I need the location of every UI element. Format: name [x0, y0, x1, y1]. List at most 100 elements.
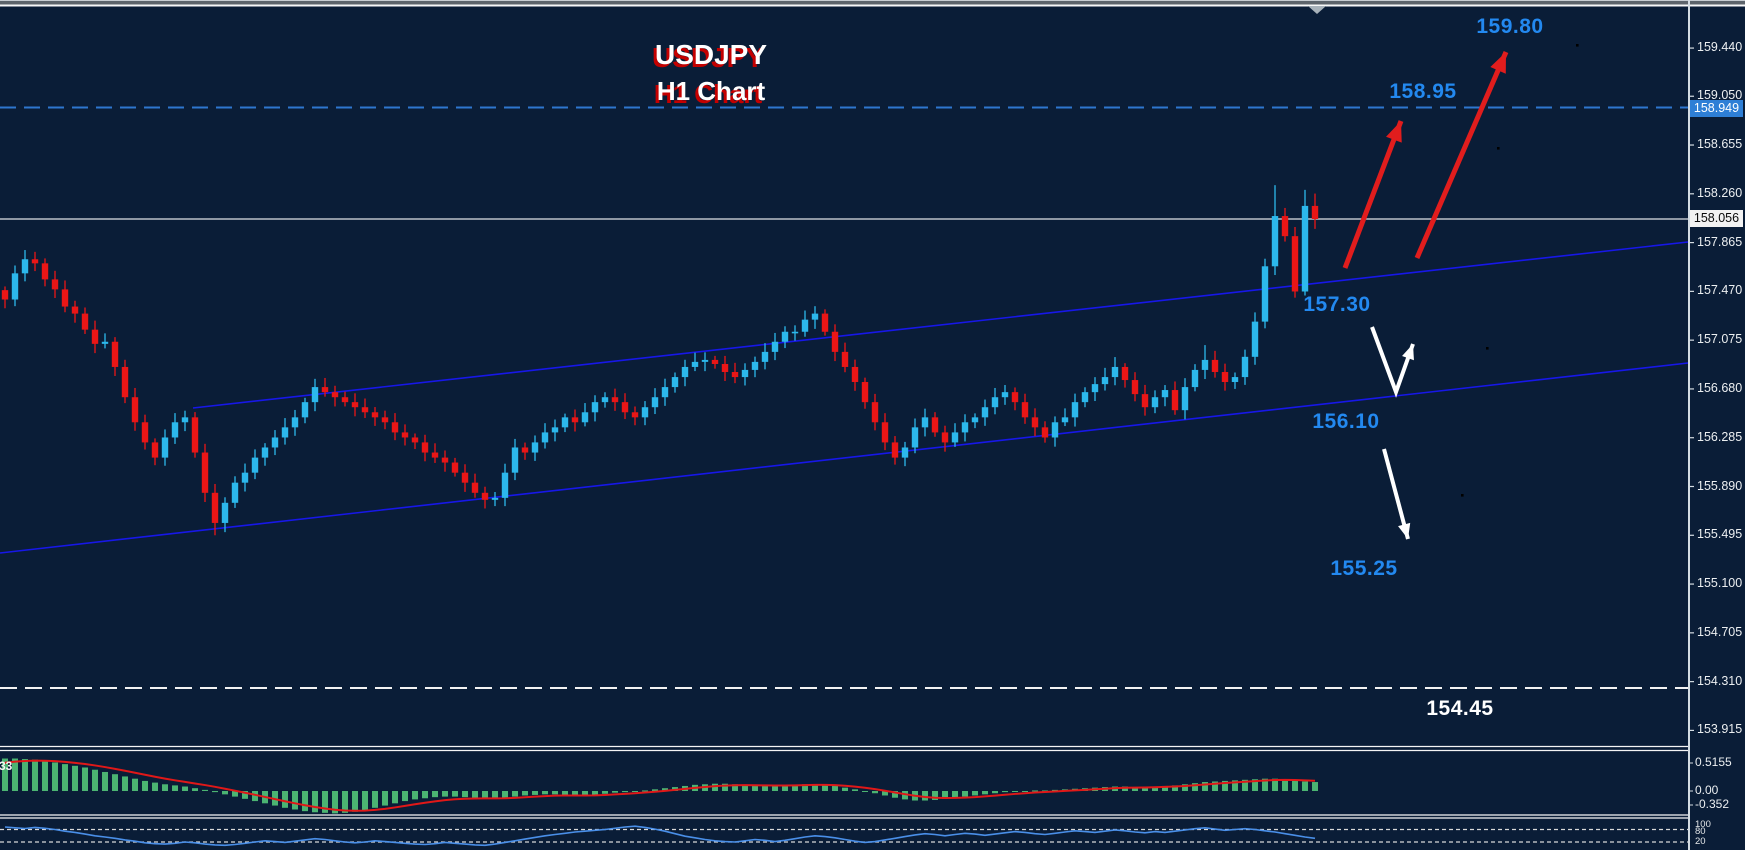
macd-bar	[992, 791, 998, 794]
price-tick-label: 157.470	[1697, 283, 1743, 298]
candle-body	[151, 442, 159, 458]
macd-bar	[572, 791, 578, 796]
candle-body	[1281, 216, 1289, 237]
macd-bar	[1212, 781, 1218, 791]
macd-bar	[142, 780, 148, 791]
macd-bar	[182, 786, 188, 791]
macd-bar	[1282, 779, 1288, 791]
macd-bar	[832, 785, 838, 791]
level-label-target-up[interactable]: 159.80	[1476, 15, 1544, 38]
candle-body	[371, 412, 379, 418]
price-badge-alert-line: 158.949	[1690, 99, 1743, 117]
macd-bar	[922, 791, 928, 801]
level-label-channel-top[interactable]: 157.30	[1303, 293, 1371, 316]
macd-panel[interactable]	[2, 758, 1318, 814]
level-label-channel-bottom[interactable]: 156.10	[1312, 410, 1380, 433]
candle-body	[861, 382, 869, 403]
macd-bar	[242, 791, 248, 799]
red-up-arrow-1[interactable]	[1342, 120, 1404, 269]
ink-speck	[1576, 44, 1579, 47]
candle-body	[181, 417, 189, 423]
candle-body	[281, 427, 289, 438]
level-label-support[interactable]: 154.45	[1426, 697, 1494, 720]
candle-body	[341, 397, 349, 403]
macd-bar	[342, 791, 348, 813]
macd-bar	[542, 791, 548, 795]
candle-body	[581, 412, 589, 423]
horizontal-lines-layer[interactable]	[0, 106, 1688, 689]
chart-title-symbol: USDJPY	[654, 39, 768, 70]
arrows-layer[interactable]	[1342, 51, 1509, 540]
candle-body	[1011, 392, 1019, 403]
candle-body	[1181, 387, 1189, 411]
channel-line-lower[interactable]	[0, 362, 1689, 554]
channel-line-upper[interactable]	[192, 241, 1689, 409]
candle-body	[511, 447, 519, 473]
candle-body	[971, 417, 979, 423]
candle-body	[951, 432, 959, 443]
candle-body	[131, 397, 139, 423]
level-label-resistance[interactable]: 158.95	[1389, 80, 1457, 103]
top-frame-white-line	[0, 4, 1745, 7]
candle-body	[61, 289, 69, 307]
macd-bar	[172, 785, 178, 791]
macd-edge-label: 33	[0, 759, 13, 773]
macd-bar	[842, 787, 848, 791]
macd-bar	[32, 759, 38, 791]
candle-body	[421, 442, 429, 453]
red-up-arrow-2[interactable]	[1414, 51, 1509, 259]
macd-bar	[1272, 778, 1278, 791]
candle-body	[881, 422, 889, 443]
macd-bar	[12, 758, 18, 791]
macd-tick-label: 0.5155	[1695, 755, 1732, 769]
macd-bar	[642, 790, 648, 792]
white-pullback-arrow[interactable]	[1370, 326, 1415, 398]
candle-body	[591, 402, 599, 413]
price-tick-label: 155.495	[1697, 527, 1743, 542]
candle-body	[321, 387, 329, 393]
level-label-target-down[interactable]: 155.25	[1330, 557, 1398, 580]
candle-body	[1091, 384, 1099, 393]
macd-bar	[512, 791, 518, 797]
macd-bar	[462, 791, 468, 798]
macd-bar	[852, 789, 858, 791]
candles-layer[interactable]	[1, 185, 1319, 536]
macd-bar	[622, 791, 628, 793]
macd-bar	[422, 791, 428, 799]
macd-bar	[792, 784, 798, 791]
macd-bar	[1152, 786, 1158, 791]
white-down-arrow[interactable]	[1382, 448, 1410, 540]
candle-body	[681, 366, 689, 378]
candle-body	[811, 313, 819, 320]
candle-body	[601, 397, 609, 403]
candle-body	[691, 361, 699, 367]
macd-bar	[252, 791, 258, 802]
candle-body	[871, 402, 879, 423]
candle-body	[201, 452, 209, 493]
candle-body	[91, 329, 99, 344]
macd-bar	[1302, 781, 1308, 791]
candle-body	[1261, 266, 1269, 322]
candle-body	[851, 366, 859, 383]
macd-bar	[942, 791, 948, 799]
candle-body	[1131, 380, 1139, 395]
macd-bar	[52, 762, 58, 791]
macd-bar	[762, 785, 768, 791]
macd-bar	[132, 778, 138, 791]
candle-body	[711, 359, 719, 364]
macd-bar	[1002, 791, 1008, 793]
price-badge-current-bid: 158.056	[1690, 209, 1743, 227]
candle-body	[191, 417, 199, 453]
macd-bar	[122, 776, 128, 791]
candle-body	[781, 331, 789, 342]
candle-body	[481, 492, 489, 500]
macd-bar	[602, 791, 608, 794]
price-tick-label: 156.680	[1697, 380, 1743, 395]
scroll-position-marker[interactable]	[1308, 6, 1326, 14]
candle-body	[1151, 397, 1159, 408]
candle-body	[1081, 392, 1089, 403]
trend-channel-layer[interactable]	[0, 241, 1689, 554]
candle-body	[1301, 205, 1309, 292]
